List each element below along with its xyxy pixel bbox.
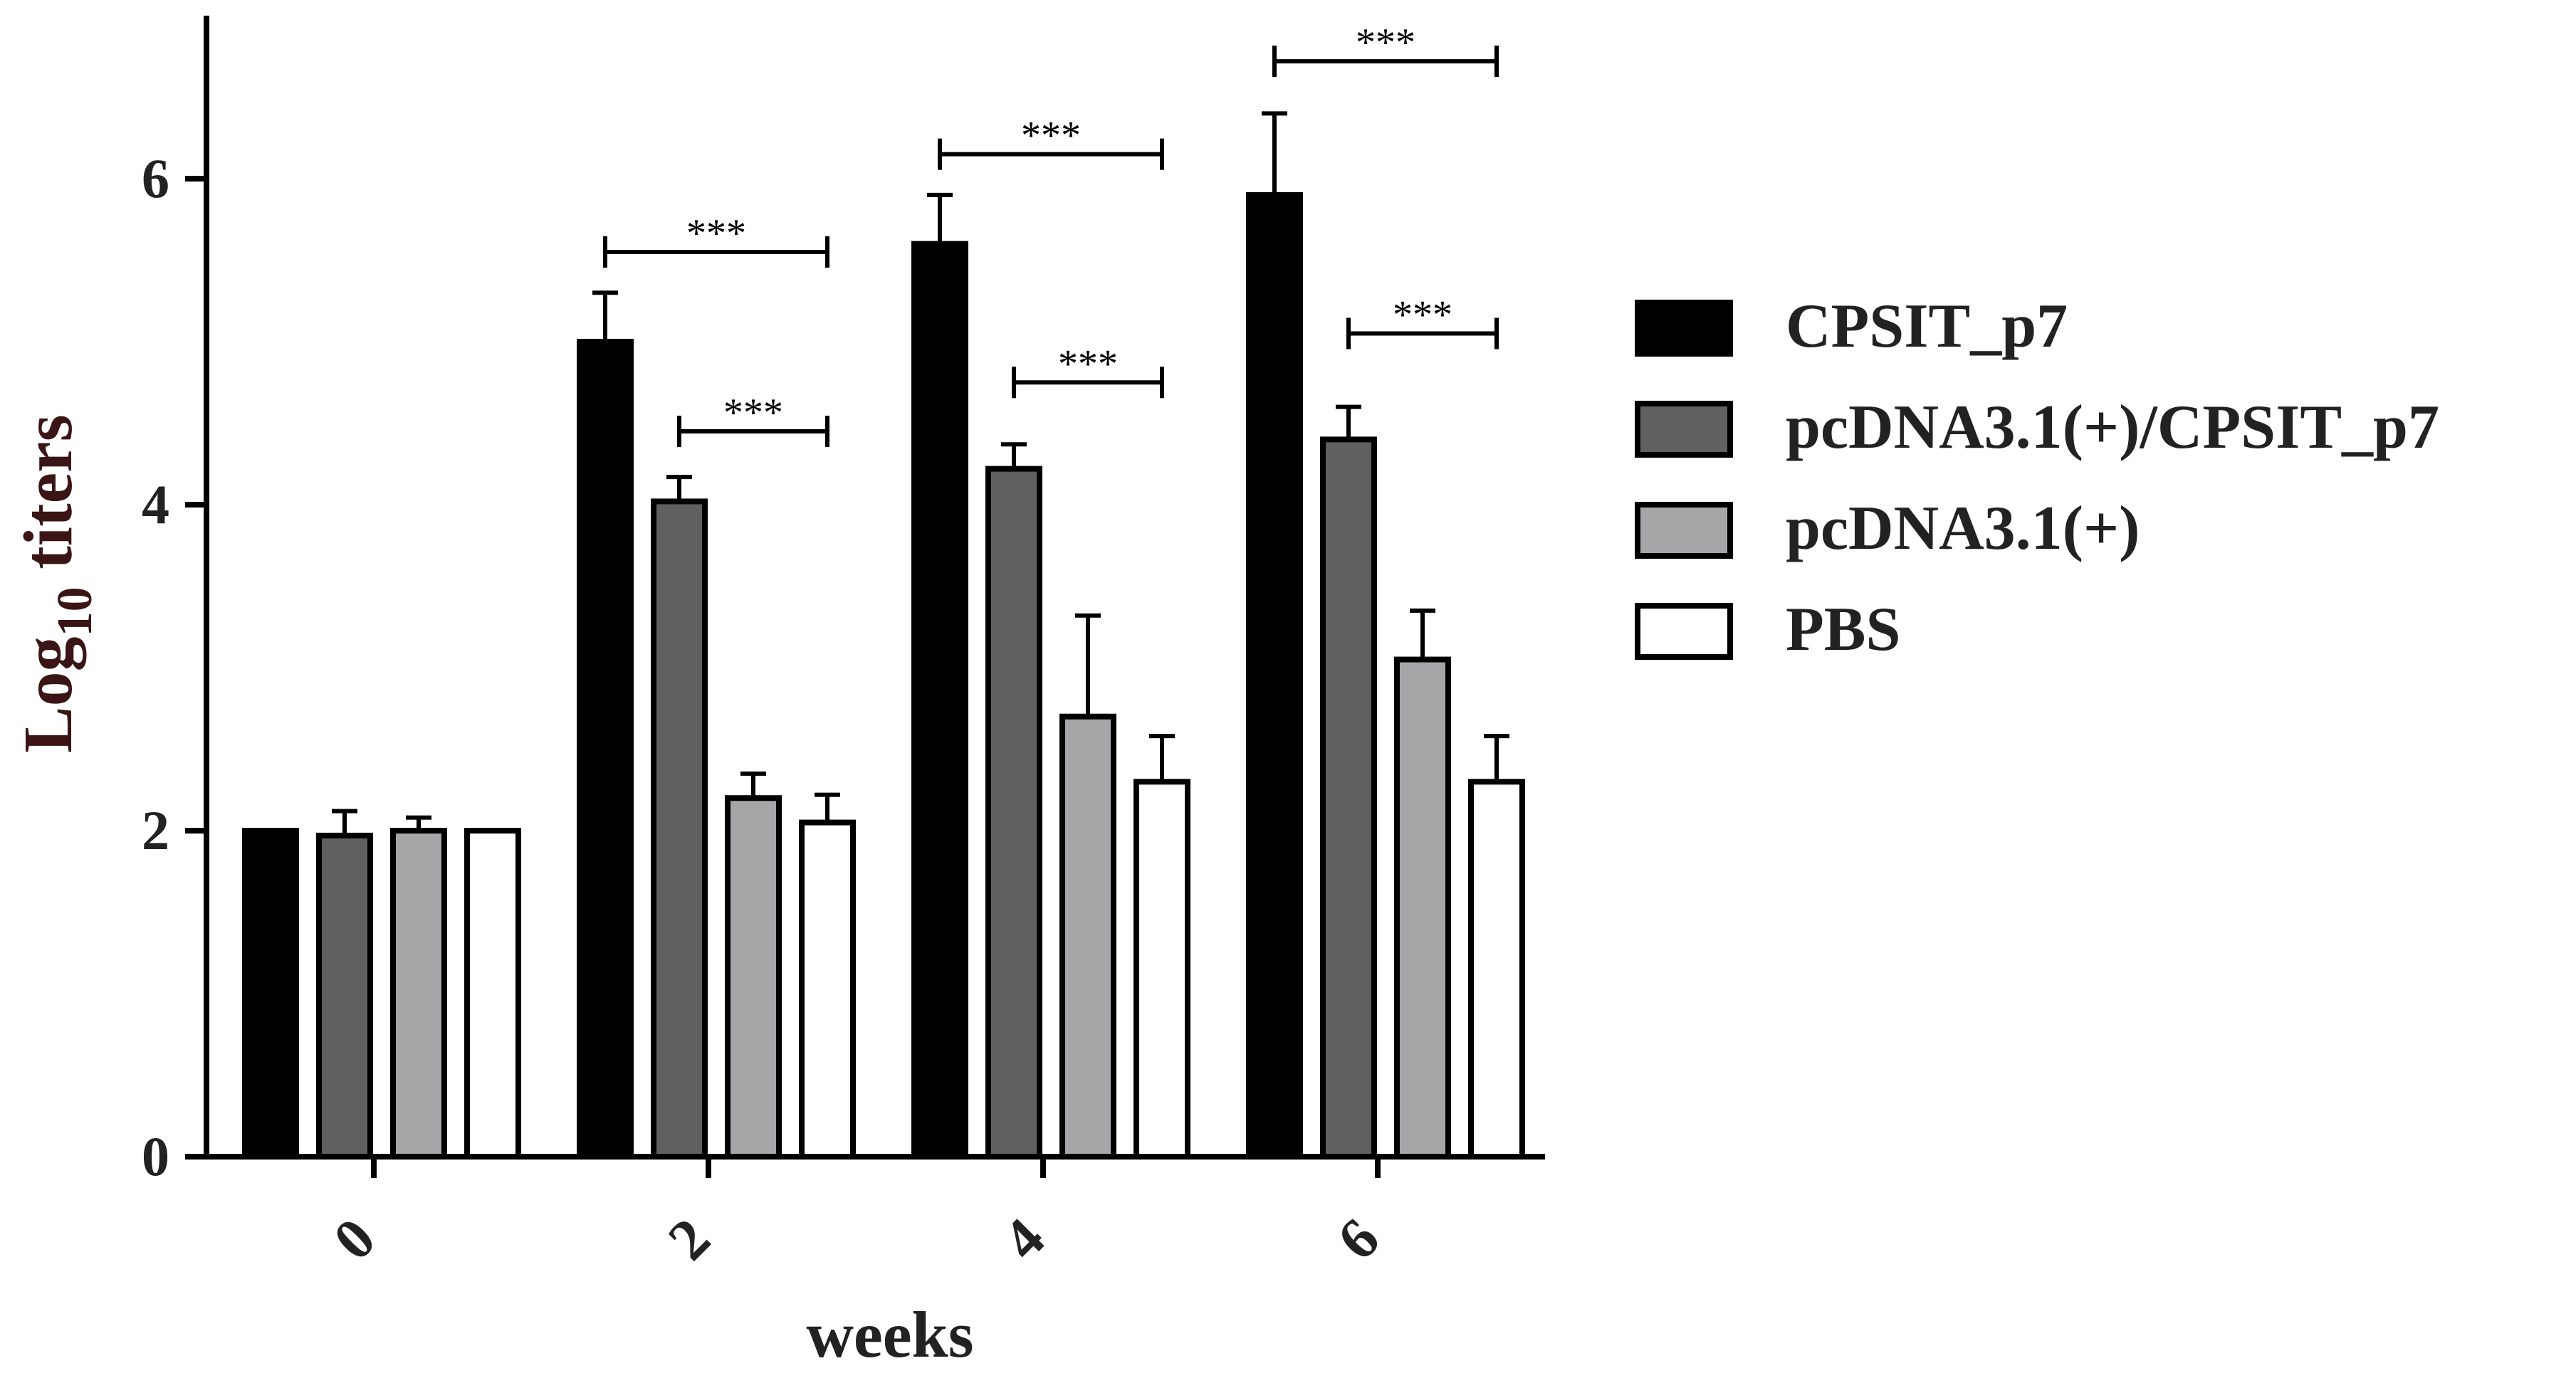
significance-label-2: *** [1021, 114, 1081, 158]
bar-2-0 [390, 828, 447, 1160]
x-tick-label-4: 4 [990, 1206, 1057, 1272]
legend-swatch-2 [1635, 502, 1733, 559]
legend-swatch-3 [1635, 603, 1733, 660]
bar-2-1 [725, 795, 782, 1160]
x-tick-label-6: 6 [1325, 1206, 1391, 1272]
significance-label-5: *** [1393, 293, 1452, 337]
bar-3-1 [799, 819, 856, 1160]
x-tick-label-0: 0 [321, 1206, 387, 1272]
bar-3-2 [1133, 779, 1190, 1160]
legend-swatch-1 [1635, 401, 1733, 458]
legend: CPSIT_p7 pcDNA3.1(+)/CPSIT_p7 pcDNA3.1(+) P… [1635, 292, 2439, 664]
significance-label-0: *** [686, 211, 746, 256]
bar-1-3 [1320, 436, 1377, 1160]
y-tick-label-0: 0 [142, 1125, 169, 1187]
y-axis-title-prefix: Log [10, 636, 87, 752]
y-axis-title: Log10 titers [10, 414, 103, 753]
bar-0-2 [911, 241, 968, 1160]
y-tick-label-6: 6 [142, 147, 169, 209]
bar-1-0 [316, 832, 373, 1160]
plot-area: 0 2 4 6 0 2 4 6 *** *** *** *** *** *** [142, 16, 1545, 1272]
x-axis-title: weeks [806, 1298, 973, 1371]
significance-label-3: *** [1058, 342, 1118, 386]
y-axis-title-suffix: titers [10, 414, 87, 587]
y-tick-label-4: 4 [142, 473, 169, 535]
bar-1-2 [985, 466, 1042, 1160]
bar-2-3 [1394, 656, 1451, 1160]
legend-label-0: CPSIT_p7 [1786, 292, 2068, 361]
bar-0-0 [242, 828, 299, 1160]
legend-label-3: PBS [1786, 595, 1900, 664]
legend-label-2: pcDNA3.1(+) [1786, 494, 2140, 563]
bar-0-1 [577, 339, 634, 1160]
bar-2-2 [1059, 713, 1116, 1160]
legend-label-1: pcDNA3.1(+)/CPSIT_p7 [1786, 393, 2439, 462]
bar-0-3 [1246, 191, 1303, 1160]
bar-3-3 [1468, 779, 1525, 1160]
y-axis-title-subscript: 10 [48, 587, 103, 636]
legend-swatch-0 [1635, 300, 1733, 357]
bar-1-1 [651, 498, 708, 1160]
bar-3-0 [464, 828, 521, 1160]
x-tick-label-2: 2 [656, 1206, 722, 1272]
significance-label-1: *** [723, 391, 783, 435]
y-tick-label-2: 2 [142, 799, 169, 861]
significance-label-4: *** [1356, 21, 1415, 65]
